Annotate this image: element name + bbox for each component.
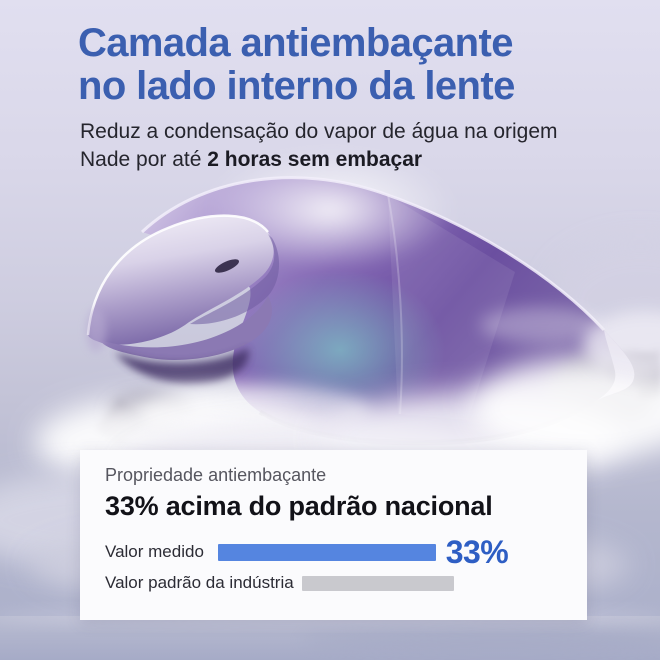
industry-standard-row: Valor padrão da indústria [105,571,454,595]
subtitle-line-2-regular: Nade por até [80,148,208,171]
measured-value-row: Valor medido 33% [105,533,509,570]
page-title: Camada antiembaçante no lado interno da … [78,22,515,108]
industry-standard-label: Valor padrão da indústria [105,573,294,592]
subtitle: Reduz a condensação do vapor de água na … [80,118,558,174]
industry-standard-bar [301,575,454,591]
title-line-2: no lado interno da lente [78,64,515,108]
measured-value-percent: 33% [445,533,509,570]
goggle-left-frame [86,214,280,385]
subtitle-line-2-bold: 2 horas sem embaçar [207,148,423,171]
measured-value-label: Valor medido [105,542,204,561]
title-line-1: Camada antiembaçante [78,21,513,65]
measured-value-bar [217,543,436,561]
stats-card-eyebrow: Propriedade antiembaçante [105,465,327,485]
stats-card-headline: 33% acima do padrão nacional [105,491,493,521]
stats-card: Propriedade antiembaçante 33% acima do p… [80,450,587,620]
subtitle-line-1: Reduz a condensação do vapor de água na … [80,120,558,143]
subtitle-line-2: Nade por até 2 horas sem embaçar [80,146,558,174]
